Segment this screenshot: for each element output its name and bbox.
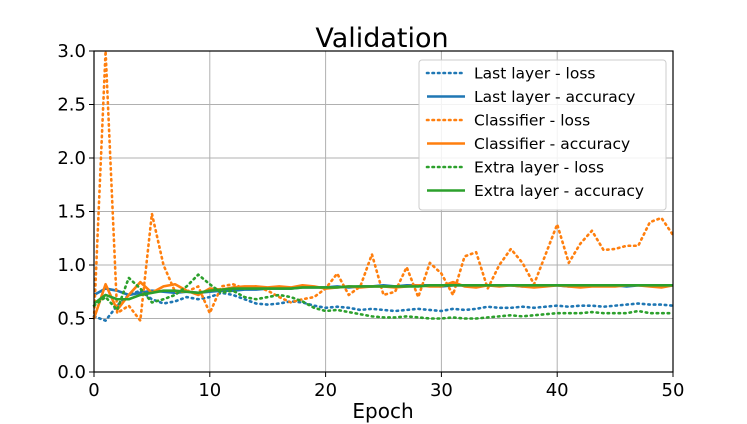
legend: Last layer - loss Last layer - accuracy Cl… <box>418 59 667 211</box>
series-layer <box>92 49 675 322</box>
x-axis-title: Epoch <box>352 399 413 423</box>
y-tick-label-0: 0.0 <box>57 362 86 383</box>
x-tick-label-4: 40 <box>546 380 569 401</box>
legend-box <box>418 59 667 211</box>
y-tick-label-6: 3.0 <box>57 41 86 62</box>
legend-label-4: Extra layer - loss <box>474 159 604 177</box>
series-line-0 <box>92 289 675 322</box>
series-line-5 <box>93 284 673 305</box>
x-tick-label-2: 20 <box>314 380 337 401</box>
legend-label-1: Last layer - accuracy <box>474 88 635 106</box>
x-tick-label-0: 0 <box>88 380 99 401</box>
y-tick-label-1: 0.5 <box>57 309 86 330</box>
x-tick-label-1: 10 <box>198 380 221 401</box>
y-tick-label-4: 2.0 <box>57 148 86 169</box>
chart-title: Validation <box>315 23 448 54</box>
x-tick-label-5: 50 <box>662 380 685 401</box>
legend-label-5: Extra layer - accuracy <box>474 182 644 200</box>
y-tick-label-2: 1.0 <box>57 255 86 276</box>
y-tick-label-3: 1.5 <box>57 202 86 223</box>
legend-label-0: Last layer - loss <box>474 65 596 83</box>
legend-label-3: Classifier - accuracy <box>474 135 630 153</box>
y-tick-label-5: 2.5 <box>57 95 86 116</box>
axis-ticks: 0 10 20 30 40 50 0.0 0.5 1.0 1.5 2.0 2.5 3.0 <box>57 41 684 401</box>
x-tick-label-3: 30 <box>430 380 453 401</box>
legend-label-2: Classifier - loss <box>474 112 590 130</box>
series-line-4 <box>92 273 675 320</box>
